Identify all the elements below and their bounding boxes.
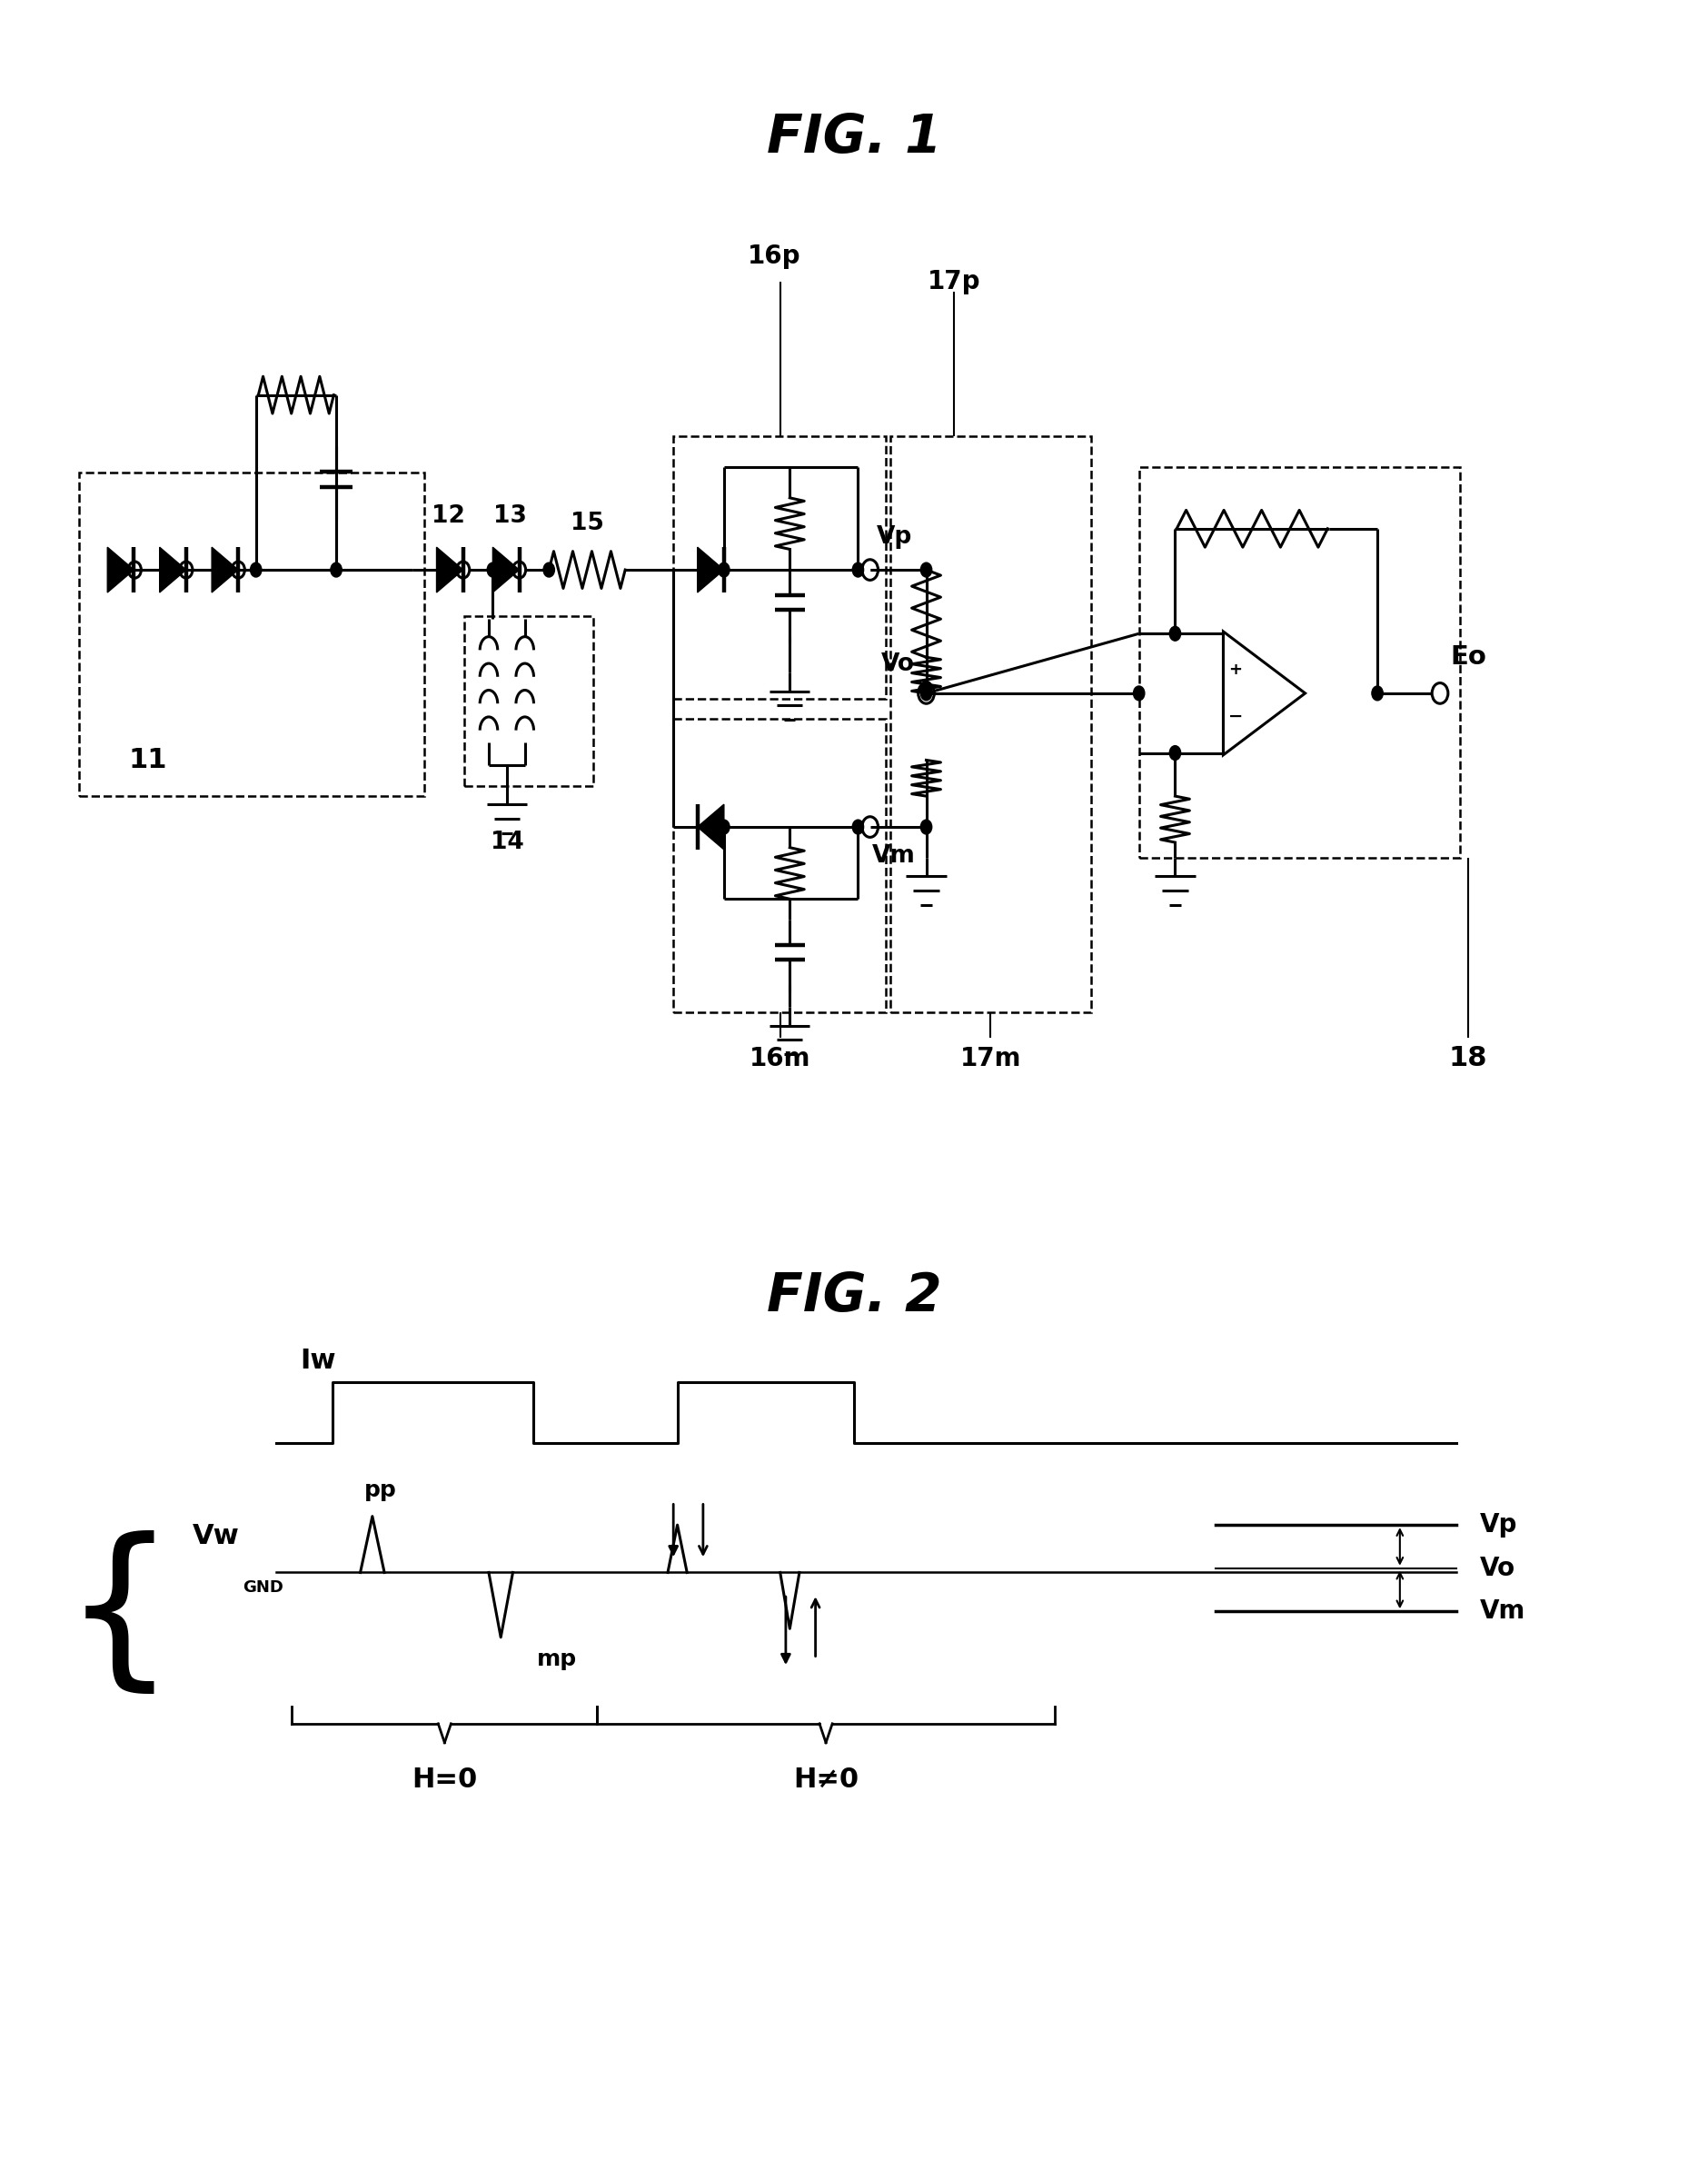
Bar <box>465 616 593 786</box>
Text: Vo: Vo <box>881 652 915 676</box>
Circle shape <box>251 562 261 577</box>
Circle shape <box>1134 687 1144 700</box>
Circle shape <box>719 821 729 834</box>
Text: H≠0: H≠0 <box>793 1767 859 1793</box>
Text: 17m: 17m <box>960 1045 1021 1071</box>
Polygon shape <box>697 546 724 592</box>
Polygon shape <box>437 546 463 592</box>
Bar <box>1139 467 1460 858</box>
Text: Vw: Vw <box>193 1523 239 1549</box>
Circle shape <box>543 562 555 577</box>
Circle shape <box>1170 626 1180 642</box>
Bar <box>673 436 886 698</box>
Circle shape <box>852 821 864 834</box>
Circle shape <box>487 562 499 577</box>
Text: 17p: 17p <box>927 270 980 294</box>
Text: {: { <box>63 1529 176 1702</box>
Polygon shape <box>159 546 186 592</box>
Circle shape <box>921 562 933 577</box>
Text: 18: 18 <box>1448 1045 1488 1071</box>
Text: pp: pp <box>364 1480 396 1501</box>
Bar <box>673 719 886 1013</box>
Text: 12: 12 <box>432 505 465 529</box>
Circle shape <box>852 562 864 577</box>
Text: Vo: Vo <box>1481 1555 1515 1581</box>
Circle shape <box>331 562 342 577</box>
Text: Eo: Eo <box>1450 644 1486 670</box>
Circle shape <box>921 687 933 700</box>
Text: Vp: Vp <box>876 525 912 549</box>
Text: GND: GND <box>243 1579 284 1596</box>
Circle shape <box>1170 745 1180 760</box>
Bar <box>890 436 1091 1013</box>
Text: FIG. 1: FIG. 1 <box>767 112 941 164</box>
Text: 16p: 16p <box>746 244 801 268</box>
Text: 14: 14 <box>490 832 524 853</box>
Text: Vm: Vm <box>1481 1598 1525 1624</box>
Circle shape <box>921 680 933 696</box>
Text: Vm: Vm <box>873 845 915 868</box>
Polygon shape <box>108 546 133 592</box>
Text: 15: 15 <box>570 512 605 536</box>
Circle shape <box>1372 687 1383 700</box>
Text: mp: mp <box>536 1648 577 1670</box>
Text: 16m: 16m <box>750 1045 811 1071</box>
Text: −: − <box>1228 708 1243 726</box>
Polygon shape <box>697 804 724 849</box>
Text: 11: 11 <box>128 747 167 773</box>
Text: +: + <box>1228 661 1242 678</box>
Text: Vp: Vp <box>1481 1512 1518 1538</box>
Polygon shape <box>492 546 519 592</box>
Bar <box>79 473 425 797</box>
Polygon shape <box>212 546 239 592</box>
Circle shape <box>921 821 933 834</box>
Text: 13: 13 <box>494 505 528 529</box>
Text: Iw: Iw <box>301 1348 336 1374</box>
Circle shape <box>719 562 729 577</box>
Text: H=0: H=0 <box>412 1767 478 1793</box>
Text: FIG. 2: FIG. 2 <box>767 1270 941 1322</box>
